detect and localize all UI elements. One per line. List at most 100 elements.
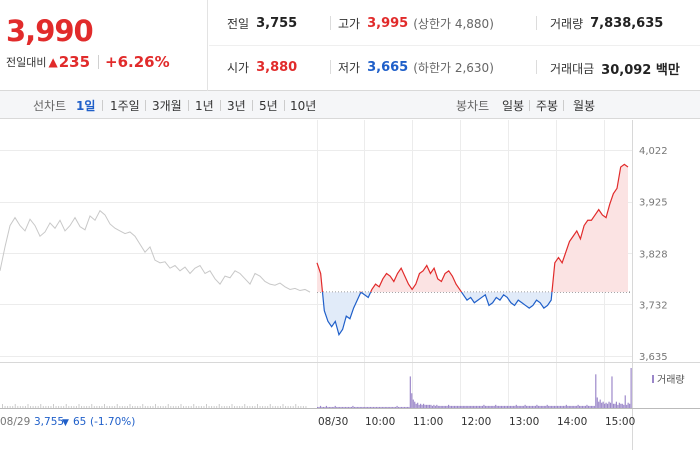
volume-bar <box>234 406 236 408</box>
volume-bar <box>564 405 566 408</box>
quote-summary: 3,990 전일대비 ▲ 235 +6.26% 전일 3,755 고가 3,99… <box>0 0 700 91</box>
volume-bar <box>445 405 447 408</box>
y-tick-label: 3,925 <box>639 198 668 209</box>
volume-bar <box>599 399 601 408</box>
volume-bar <box>492 405 494 408</box>
volume-bar <box>349 406 351 408</box>
volume-bar <box>512 405 514 408</box>
volume-bar <box>439 405 441 408</box>
volume-bar <box>553 405 556 408</box>
volume-bar <box>254 406 256 408</box>
volume-bar <box>75 406 77 408</box>
period-1d[interactable]: 1일 <box>76 99 96 113</box>
volume-bar <box>395 406 397 408</box>
volume-bar <box>218 404 220 408</box>
volume-bar <box>523 405 525 408</box>
period-5y[interactable]: 5년 <box>259 99 278 113</box>
volume-bar <box>489 405 491 408</box>
volume-bar <box>584 405 587 408</box>
volume-bar <box>524 404 526 408</box>
y-tick-label: 3,828 <box>639 249 668 260</box>
volume-bar <box>606 403 609 408</box>
period-bar: 선차트 1일 1주일 3개월 1년 3년 5년 10년 봉차트 일봉 주봉 월봉 <box>0 91 700 119</box>
volume-bar <box>381 406 383 408</box>
volume-bar <box>627 402 629 408</box>
volume-bar <box>216 406 218 408</box>
low-label: 저가 <box>338 61 361 75</box>
volume-bar <box>551 405 553 408</box>
volume-bar <box>383 406 385 408</box>
volume-bar <box>239 406 241 408</box>
volume-bar <box>183 406 185 408</box>
volume-bar <box>369 406 372 408</box>
volume-bar <box>484 405 486 408</box>
period-1w[interactable]: 1주일 <box>110 99 140 113</box>
volume-bar <box>236 406 238 408</box>
volume-bar <box>96 406 98 408</box>
volume-bar <box>514 405 516 408</box>
candle-monthly[interactable]: 월봉 <box>573 99 596 113</box>
divider <box>536 60 537 74</box>
volume-bar <box>377 406 379 408</box>
volume-bar <box>473 405 475 408</box>
volume-bar <box>587 405 590 408</box>
volume-bar <box>430 404 432 408</box>
volume-bar <box>470 405 472 408</box>
volume-bar <box>555 405 557 408</box>
volume-label: 거래량 <box>550 17 584 31</box>
volume-bar <box>137 406 139 408</box>
volume-bar <box>358 406 360 408</box>
candle-daily[interactable]: 일봉 <box>502 99 525 113</box>
volume-bar <box>424 404 426 408</box>
volume-bar <box>545 405 547 408</box>
volume-bar <box>195 406 197 408</box>
high-value: 3,995 <box>367 16 409 31</box>
volume-bar <box>590 405 592 408</box>
y-tick-label: 3,635 <box>639 352 668 363</box>
line-chart-label: 선차트 <box>33 99 67 113</box>
volume-bar <box>437 405 439 408</box>
volume-bar <box>443 405 445 408</box>
volume-bar <box>624 395 626 408</box>
current-price: 3,990 <box>6 14 94 48</box>
volume-bar <box>568 405 570 408</box>
volume-bar <box>12 406 14 408</box>
volume-bar <box>203 406 205 408</box>
volume-bar <box>319 405 322 408</box>
intraday-chart[interactable]: 4,022 3,925 3,828 3,732 3,635 거래량 08/29 08/30 10… <box>0 120 700 450</box>
volume-bar <box>104 404 105 408</box>
candle-weekly[interactable]: 주봉 <box>536 99 559 113</box>
volume-bar <box>317 406 319 408</box>
volume-bar <box>518 405 520 408</box>
volume-bar <box>111 406 113 408</box>
volume-bar <box>499 405 501 408</box>
volume-bar <box>450 405 453 408</box>
volume-bar <box>417 402 419 408</box>
volume-bar <box>98 406 100 408</box>
volume-bar <box>321 406 323 408</box>
volume-bar <box>264 406 266 408</box>
volume-bar <box>132 406 134 408</box>
volume-bar <box>371 406 373 408</box>
volume-bar <box>226 406 228 408</box>
volume-bar <box>228 406 230 408</box>
volume-bar <box>274 406 276 408</box>
volume-bar <box>462 405 464 408</box>
period-3y[interactable]: 3년 <box>227 99 246 113</box>
period-1y[interactable]: 1년 <box>195 99 214 113</box>
volume-bar <box>579 405 581 408</box>
volume-bar <box>134 406 136 408</box>
volume-legend: 거래량 <box>657 374 685 386</box>
volume-stat: 거래량 7,838,635 <box>550 15 663 32</box>
volume-bar <box>200 406 202 408</box>
volume-bar <box>508 405 510 408</box>
volume-bar <box>465 405 467 408</box>
volume-bar <box>114 406 116 408</box>
volume-bar <box>421 404 423 408</box>
volume-bar <box>336 406 338 408</box>
period-10y[interactable]: 10년 <box>290 99 317 113</box>
period-3m[interactable]: 3개월 <box>152 99 182 113</box>
volume-bar <box>399 406 401 408</box>
volume-bar <box>558 405 560 408</box>
volume-bar <box>91 404 93 408</box>
